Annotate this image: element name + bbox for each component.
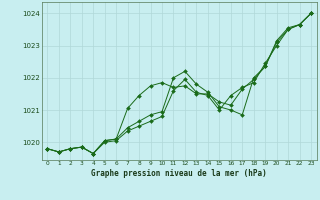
X-axis label: Graphe pression niveau de la mer (hPa): Graphe pression niveau de la mer (hPa) <box>91 169 267 178</box>
